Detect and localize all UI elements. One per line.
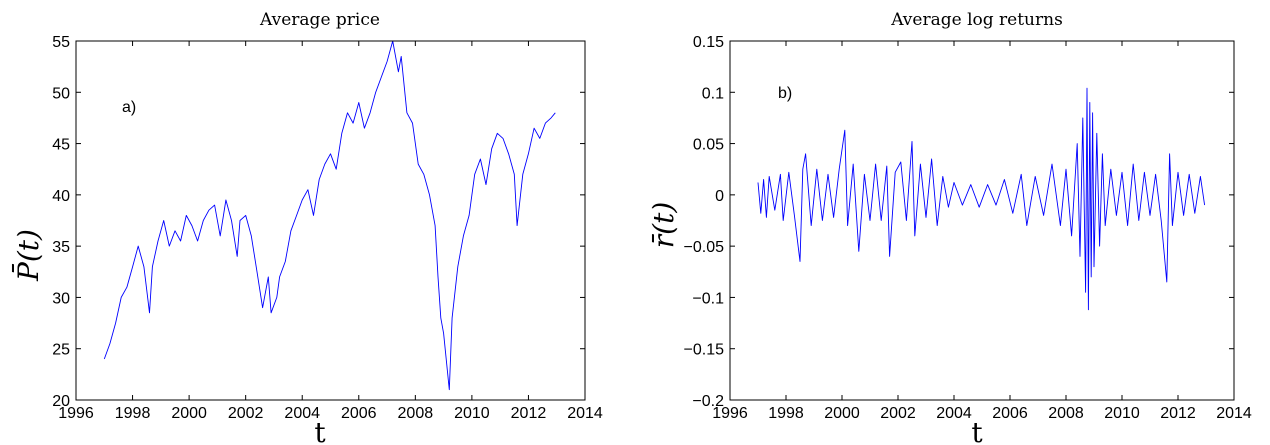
y-axis-label: r̄(t) [647,202,680,248]
x-tick-label: 2014 [567,405,603,422]
x-tick-label: 1996 [712,405,748,422]
y-tick-label: 0.1 [702,85,724,102]
panel-average-price: Average price P̄(t) t a) 1996 1998 2000 200… [11,10,603,445]
x-tick-label: 2014 [1216,405,1252,422]
x-axis-label: t [971,416,983,445]
y-tick-label: −0.2 [692,393,724,410]
chart-title: Average log returns [890,10,1063,30]
x-tick-label: 2000 [171,405,207,422]
x-tick-label: 1996 [58,405,94,422]
y-tick-label: −0.1 [692,290,724,307]
y-tick-label: 30 [52,290,70,307]
y-tick-label: 35 [52,239,70,256]
x-tick-label: 2002 [228,405,264,422]
y-axis-label: P̄(t) [11,229,45,282]
y-tick-label: −0.15 [684,342,725,359]
x-tick-label: 2004 [284,405,320,422]
series-line [103,40,556,391]
y-tick-label: 0.15 [693,34,724,51]
x-tick-label: 2000 [824,405,860,422]
x-tick-label: 2004 [936,405,972,422]
y-tick-label: 40 [52,188,70,205]
y-tick-label: −0.05 [684,239,725,256]
y-tick-label: 55 [52,34,70,51]
x-tick-label: 2012 [1160,405,1196,422]
y-tick-label: 0.05 [693,137,724,154]
x-tick-label: 2006 [341,405,377,422]
y-tick-label: 25 [52,342,70,359]
x-tick-label: 2008 [398,405,434,422]
panel-label: a) [122,99,136,116]
x-tick-label: 2006 [992,405,1028,422]
x-tick-label: 1998 [768,405,804,422]
x-tick-label: 2010 [454,405,490,422]
series-line [757,87,1206,311]
plot-frame [729,40,1235,401]
chart-title: Average price [259,10,380,30]
axis-ticks: 1996 1998 2000 2002 2004 2006 2008 2010 2012 2014… [52,34,603,422]
y-tick-label: 20 [52,393,70,410]
panel-average-log-returns: Average log returns r̄(t) t b) 1996 1998 2… [647,10,1252,445]
x-axis-label: t [314,416,326,445]
x-tick-label: 2008 [1048,405,1084,422]
x-tick-label: 2010 [1104,405,1140,422]
plot-frame [75,40,586,401]
x-tick-label: 2002 [880,405,916,422]
y-tick-label: 0 [715,188,724,205]
axis-ticks: 1996 1998 2000 2002 2004 2006 2008 2010 2012 2014… [684,34,1252,422]
x-tick-label: 2012 [511,405,547,422]
y-tick-label: 50 [52,85,70,102]
x-tick-label: 1998 [115,405,151,422]
panel-label: b) [778,85,792,102]
y-tick-label: 45 [52,137,70,154]
